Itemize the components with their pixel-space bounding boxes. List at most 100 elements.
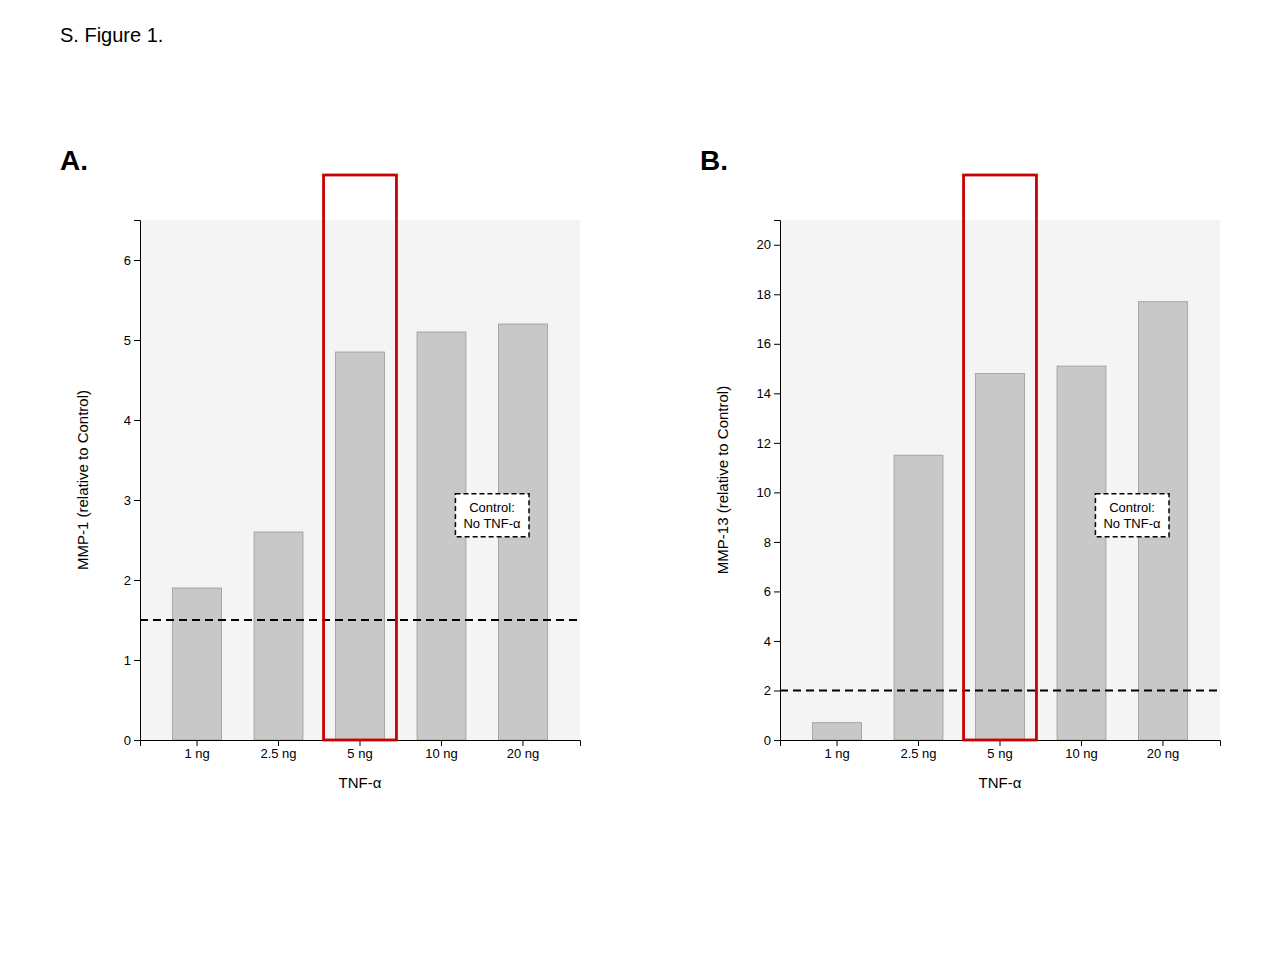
- tick-mark: [774, 492, 780, 493]
- tick-label: 0: [764, 733, 771, 748]
- figure-title: S. Figure 1.: [60, 24, 163, 46]
- tick-label: 2: [764, 683, 771, 698]
- tick-label: 6: [764, 584, 771, 599]
- panel-title: B.: [700, 145, 728, 176]
- tick-label: 2.5 ng: [260, 746, 296, 761]
- marks: [780, 302, 1220, 740]
- tick-label: 2: [124, 573, 131, 588]
- tick: 0: [124, 733, 140, 748]
- chart-root: S. Figure 1.1 ng2.5 ng5 ng10 ng20 ng0123…: [0, 0, 1280, 960]
- tick-label: 20 ng: [1147, 746, 1180, 761]
- tick-label: 16: [757, 336, 771, 351]
- tick: 2: [764, 683, 780, 698]
- tick: 10: [757, 485, 780, 500]
- annotation-text: Control:No TNF-α: [1103, 500, 1161, 531]
- tick: 2.5 ng: [260, 740, 296, 761]
- tick-mark: [278, 740, 279, 746]
- tick: 5: [124, 333, 140, 348]
- tick-mark: [774, 690, 780, 691]
- tick: 12: [757, 436, 780, 451]
- tick-mark: [134, 420, 140, 421]
- tick-label: 20: [757, 237, 771, 252]
- tick: 3: [124, 493, 140, 508]
- tick-label: 12: [757, 436, 771, 451]
- tick-mark: [774, 641, 780, 642]
- tick-mark: [774, 294, 780, 295]
- tick-label: 4: [124, 413, 131, 428]
- bar: [254, 532, 303, 740]
- tick-mark: [134, 340, 140, 341]
- y-axis: 0 1 2 3 4 5 6: [124, 221, 141, 748]
- tick-label: 18: [757, 287, 771, 302]
- tick: 18: [757, 287, 780, 302]
- tick: 0: [764, 733, 780, 748]
- tick-mark: [774, 443, 780, 444]
- tick: 2: [124, 573, 140, 588]
- tick: 1 ng: [184, 740, 209, 761]
- tick-mark: [774, 245, 780, 246]
- tick: 1: [124, 653, 140, 668]
- reference-line: [140, 619, 580, 621]
- tick-label: 20 ng: [507, 746, 540, 761]
- bar: [894, 455, 943, 740]
- tick: 2.5 ng: [900, 740, 936, 761]
- tick-mark: [1081, 740, 1082, 746]
- tick-label: 8: [764, 535, 771, 550]
- bar: [813, 723, 862, 740]
- annotation-box: [455, 494, 529, 537]
- tick-label: 10: [757, 485, 771, 500]
- y-axis-title: MMP-1 (relative to Control): [74, 390, 91, 570]
- plot-background: [780, 220, 1220, 740]
- annotation: Control:No TNF-α: [1095, 494, 1169, 537]
- panel: 1 ng 2.5 ng 5 ng 10 ng 20 ng 0 1 2 3 4 5 6 Control:N…: [60, 145, 581, 791]
- tick-label: 1 ng: [824, 746, 849, 761]
- tick-mark: [774, 591, 780, 592]
- tick-label: 6: [124, 253, 131, 268]
- tick: 5 ng: [347, 740, 372, 761]
- tick-label: 5 ng: [987, 746, 1012, 761]
- tick-mark: [522, 740, 523, 746]
- y-axis: 0 2 4 6 8 10 12 14 16 18 20: [757, 221, 781, 748]
- tick: 6: [124, 253, 140, 268]
- plot-background: [140, 220, 580, 740]
- tick-mark: [774, 740, 780, 741]
- x-axis: 1 ng 2.5 ng 5 ng 10 ng 20 ng: [141, 740, 581, 761]
- tick: 8: [764, 535, 780, 550]
- tick-mark: [134, 580, 140, 581]
- tick: 4: [124, 413, 140, 428]
- tick: 1 ng: [824, 740, 849, 761]
- tick-label: 2.5 ng: [900, 746, 936, 761]
- tick-label: 3: [124, 493, 131, 508]
- annotation-text: Control:No TNF-α: [463, 500, 521, 531]
- bar: [173, 588, 222, 740]
- tick: 20 ng: [507, 740, 540, 761]
- bar: [336, 352, 385, 740]
- tick: 6: [764, 584, 780, 599]
- bar: [976, 374, 1025, 740]
- tick-mark: [1162, 740, 1163, 746]
- tick-mark: [197, 740, 198, 746]
- tick-mark: [134, 500, 140, 501]
- tick-label: 0: [124, 733, 131, 748]
- tick-mark: [774, 344, 780, 345]
- highlight-box: [324, 175, 397, 740]
- tick: 14: [757, 386, 780, 401]
- tick-mark: [134, 660, 140, 661]
- annotation: Control:No TNF-α: [455, 494, 529, 537]
- tick-label: 10 ng: [425, 746, 458, 761]
- tick-mark: [774, 393, 780, 394]
- tick: 4: [764, 634, 780, 649]
- annotation-box: [1095, 494, 1169, 537]
- x-axis: 1 ng 2.5 ng 5 ng 10 ng 20 ng: [781, 740, 1221, 761]
- marks: [140, 324, 580, 740]
- reference-line: [780, 689, 1220, 691]
- tick: 16: [757, 336, 780, 351]
- panel: 1 ng 2.5 ng 5 ng 10 ng 20 ng 0 2 4 6 8 10 12 14 16 18 2…: [700, 145, 1221, 791]
- tick-mark: [134, 260, 140, 261]
- tick-label: 10 ng: [1065, 746, 1098, 761]
- highlight-box: [964, 175, 1037, 740]
- tick-label: 14: [757, 386, 771, 401]
- tick: 10 ng: [1065, 740, 1098, 761]
- tick-mark: [134, 740, 140, 741]
- axis-domain: [134, 221, 141, 741]
